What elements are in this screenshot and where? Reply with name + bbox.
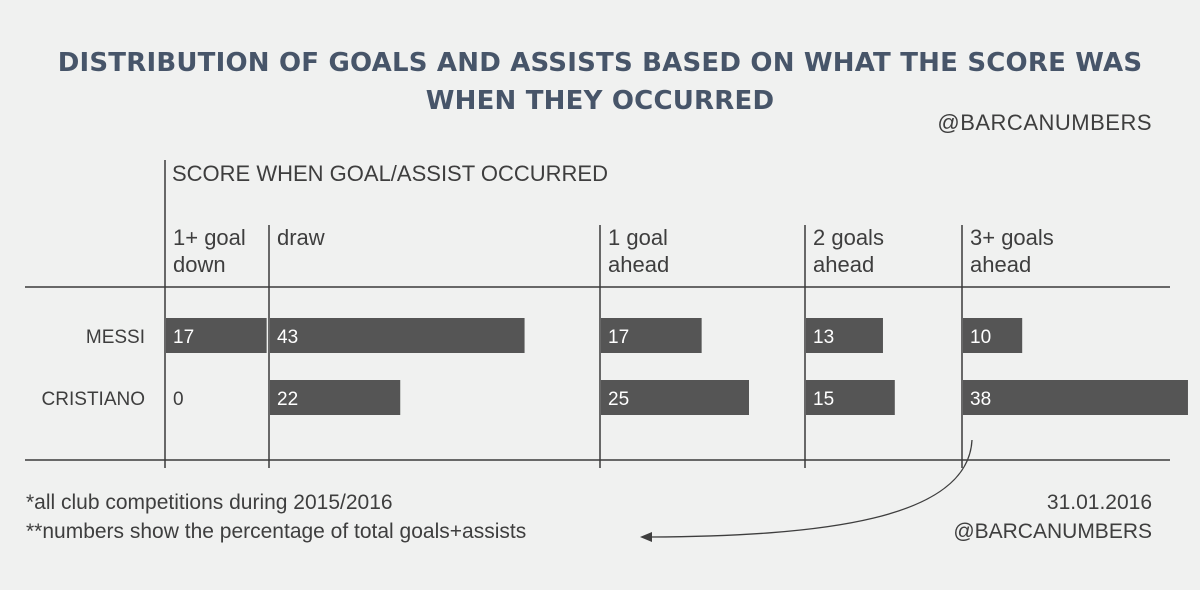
title-line-2: WHEN THEY OCCURRED xyxy=(425,86,775,116)
value-label-cristiano-3: 25 xyxy=(608,389,629,410)
footnotes: *all club competitions during 2015/2016 … xyxy=(26,488,526,546)
value-label-messi-4: 13 xyxy=(813,327,834,348)
category-label-2-line-1: draw xyxy=(277,225,325,250)
bar-cristiano-4 xyxy=(806,380,895,415)
value-label-messi-3: 17 xyxy=(608,327,629,348)
bar-cristiano-2 xyxy=(270,380,401,415)
value-label-messi-2: 43 xyxy=(277,327,298,348)
chart-title: DISTRIBUTION OF GOALS AND ASSISTS BASED … xyxy=(0,44,1200,120)
player-label-cristiano: CRISTIANO xyxy=(42,389,145,410)
category-label-4-line-1: 2 goals xyxy=(813,225,884,250)
value-label-cristiano-5: 38 xyxy=(970,389,991,410)
annotation-arrow-curve xyxy=(649,439,973,538)
bar-messi-5 xyxy=(963,318,1023,353)
bar-messi-1 xyxy=(166,318,267,353)
date-and-handle: 31.01.2016 @BARCANUMBERS xyxy=(953,488,1152,546)
category-label-5-line-2: ahead xyxy=(970,252,1031,277)
category-label-5-line-1: 3+ goals xyxy=(970,225,1054,250)
footnote-1: *all club competitions during 2015/2016 xyxy=(26,491,393,514)
bar-messi-2 xyxy=(270,318,525,353)
bar-messi-4 xyxy=(806,318,883,353)
category-label-3-line-2: ahead xyxy=(608,252,669,277)
date-label: 31.01.2016 xyxy=(1046,491,1152,514)
footnote-2: **numbers show the percentage of total g… xyxy=(26,520,527,543)
handle-bottom: @BARCANUMBERS xyxy=(953,520,1152,543)
bar-cristiano-3 xyxy=(601,380,749,415)
category-label-4-line-2: ahead xyxy=(813,252,874,277)
bar-cristiano-5 xyxy=(963,380,1188,415)
title-line-1: DISTRIBUTION OF GOALS AND ASSISTS BASED … xyxy=(57,48,1143,78)
value-label-messi-5: 10 xyxy=(970,327,991,348)
category-label-1-line-1: 1+ goal xyxy=(173,225,246,250)
category-label-3-line-1: 1 goal xyxy=(608,225,668,250)
handle-top: @BARCANUMBERS xyxy=(937,110,1152,135)
group-label: SCORE WHEN GOAL/ASSIST OCCURRED xyxy=(172,161,608,186)
value-label-cristiano-4: 15 xyxy=(813,389,834,410)
player-label-messi: MESSI xyxy=(86,327,145,348)
category-label-1-line-2: down xyxy=(173,252,226,277)
value-label-cristiano-2: 22 xyxy=(277,389,298,410)
value-label-messi-1: 17 xyxy=(173,327,194,348)
value-label-cristiano-1: 0 xyxy=(173,389,184,410)
bar-messi-3 xyxy=(601,318,702,353)
annotation-arrow-head xyxy=(640,532,652,542)
